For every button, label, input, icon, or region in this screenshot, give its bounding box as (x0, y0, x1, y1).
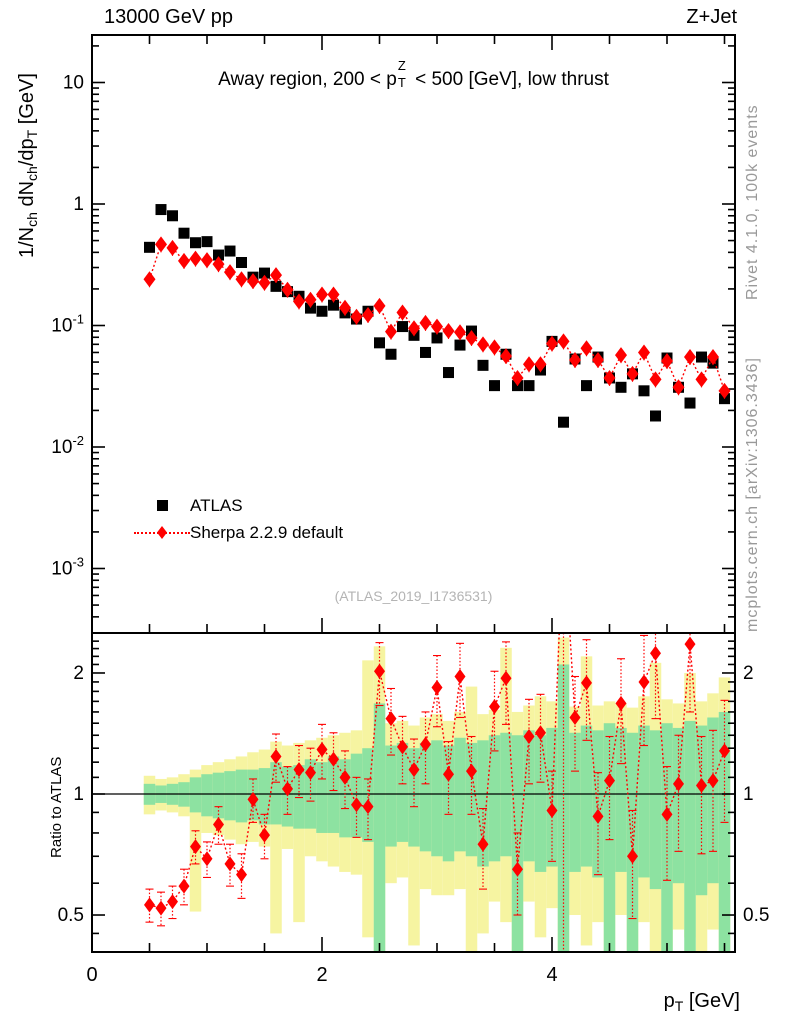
x-axis-title: pT [GeV] (663, 990, 740, 1014)
axis-tick-labels: 10 1 10-1 10-2 10-3 2 2 1 1 0.5 0.5 0 2 4 (51, 73, 769, 987)
analysis-id-watermark: (ATLAS_2019_I1736531) (334, 588, 493, 604)
svg-text:10-1: 10-1 (51, 312, 84, 337)
legend: ATLAS Sherpa 2.2.9 default (134, 492, 343, 546)
svg-text:2: 2 (316, 964, 327, 986)
svg-text:1: 1 (73, 784, 84, 805)
axis-ticks (91, 35, 735, 952)
legend-label-sherpa: Sherpa 2.2.9 default (190, 522, 344, 542)
plot-title-post: < 500 [GeV], low thrust (409, 69, 609, 90)
ratio-panel-data (144, 634, 730, 951)
svg-text:1: 1 (73, 194, 84, 215)
svg-text:1: 1 (743, 784, 754, 805)
mcplots-caption: mcplots.cern.ch [arXiv:1306.3436] (744, 357, 761, 632)
sherpa-diamond-marker-icon (134, 523, 190, 543)
svg-text:2: 2 (73, 663, 84, 684)
svg-text:0: 0 (86, 964, 97, 986)
svg-text:10-2: 10-2 (51, 433, 84, 458)
legend-label-atlas: ATLAS (190, 495, 243, 515)
plot-title-pre: Away region, 200 < p (218, 69, 397, 90)
svg-text:0.5: 0.5 (58, 905, 84, 926)
svg-text:10: 10 (63, 73, 84, 94)
svg-text:10-3: 10-3 (51, 555, 84, 580)
ratio-uncertainty-bands (143, 637, 731, 951)
y-axis-title-main: 1/Nch dNch/dpT [GeV] (16, 73, 40, 258)
y-axis-title-ratio: Ratio to ATLAS (48, 756, 65, 858)
process-label: Z+Jet (686, 6, 737, 28)
main-panel-data (143, 204, 731, 428)
pt-z-subscript: T (397, 75, 406, 90)
atlas-square-marker-icon (134, 496, 190, 516)
legend-item-atlas: ATLAS (134, 492, 343, 519)
rivet-version-caption: Rivet 4.1.0, 100k events (744, 104, 761, 300)
svg-text:0.5: 0.5 (743, 905, 769, 926)
svg-text:4: 4 (546, 964, 557, 986)
ratio-panel-frame (91, 632, 736, 953)
svg-text:2: 2 (743, 663, 754, 684)
legend-item-sherpa: Sherpa 2.2.9 default (134, 519, 343, 546)
beam-energy-label: 13000 GeV pp (104, 6, 233, 28)
pt-z-superscript: Z (397, 58, 406, 73)
